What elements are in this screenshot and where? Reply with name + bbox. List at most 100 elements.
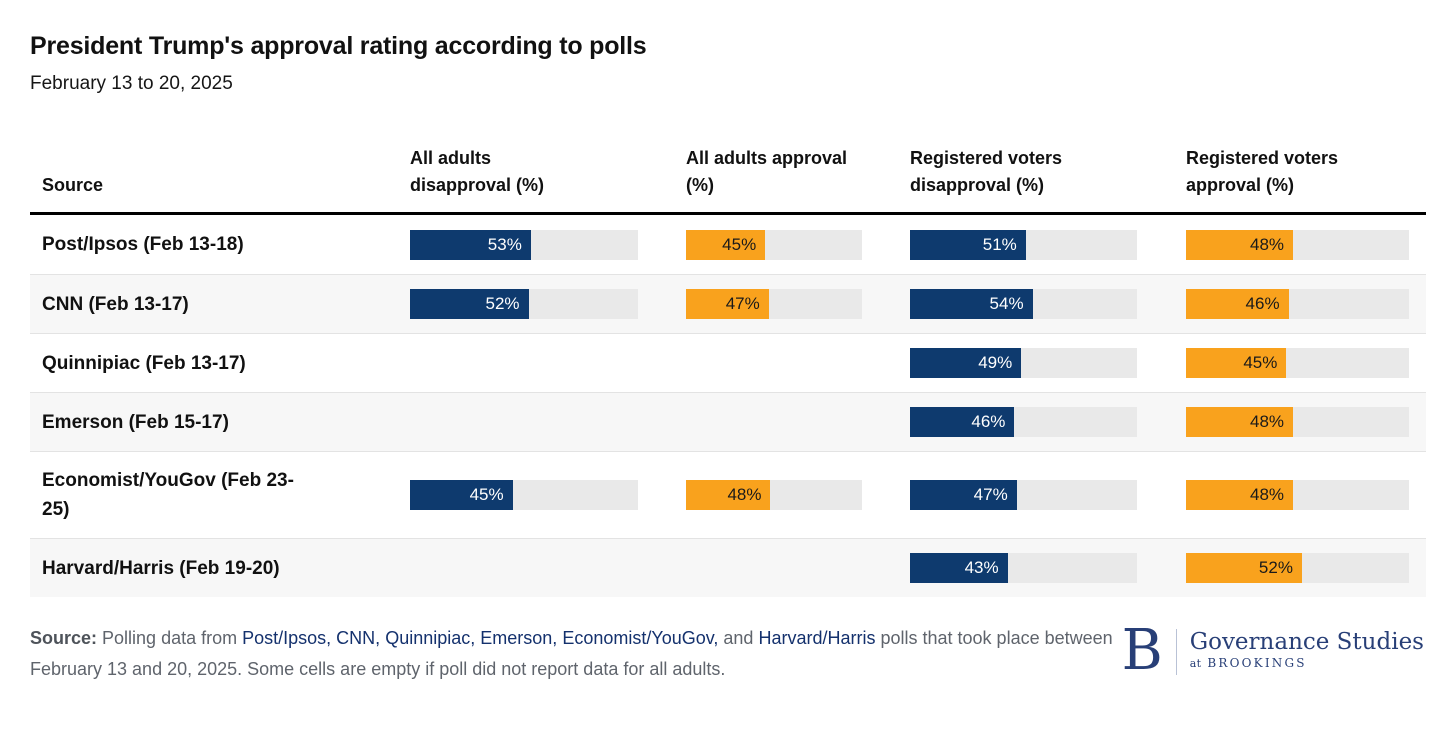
bar-track: 48% <box>686 480 862 510</box>
bar-value-label: 45% <box>1243 353 1278 372</box>
bar-track: 45% <box>686 229 862 260</box>
bar-track: 47% <box>910 480 1137 510</box>
bar-value-label: 46% <box>971 412 1006 431</box>
bar-fill: 45% <box>410 480 513 510</box>
polls-table: Source All adults disapproval (%) All ad… <box>30 145 1426 597</box>
source-link[interactable]: CNN, <box>336 628 381 648</box>
poll-source-label: Economist/YouGov (Feb 23-25) <box>42 470 294 520</box>
bar-cell: 46% <box>910 407 1186 437</box>
bar-value-label: 45% <box>722 234 757 254</box>
source-text: polls that took place between February 1… <box>30 628 1113 679</box>
bar-cell: 45% <box>1186 348 1426 378</box>
bar-value-label: 49% <box>978 353 1013 372</box>
source-text: and <box>718 628 759 648</box>
source-link[interactable]: Emerson, <box>480 628 558 648</box>
table-row: Economist/YouGov (Feb 23-25) 45% 48% 47% 48% <box>30 451 1426 538</box>
bar-fill: 51% <box>910 229 1026 260</box>
bar-cell: 45% <box>410 480 686 510</box>
bar-fill: 52% <box>410 289 529 319</box>
poll-source-cell: Quinnipiac (Feb 13-17) <box>42 335 410 392</box>
column-header-all-adults-disapproval: All adults disapproval (%) <box>410 148 545 195</box>
bar-fill: 48% <box>1186 229 1294 260</box>
poll-source-label: Harvard/Harris (Feb 19-20) <box>42 557 280 579</box>
bar-cell: 51% <box>910 229 1186 260</box>
bar-cell: 54% <box>910 289 1186 319</box>
table-row: CNN (Feb 13-17) 52% 47% 54% 46% <box>30 274 1426 333</box>
bar-track: 53% <box>410 229 638 260</box>
poll-source-label: Quinnipiac (Feb 13-17) <box>42 352 246 374</box>
logo-text: Governance Studies at BROOKINGS <box>1190 627 1424 670</box>
bar-cell: 49% <box>910 348 1186 378</box>
source-note: Source: Polling data from Post/Ipsos, CN… <box>30 623 1118 685</box>
source-link[interactable]: Economist/YouGov, <box>562 628 719 648</box>
column-header-source: Source <box>42 175 104 195</box>
bar-fill: 46% <box>1186 289 1289 319</box>
source-link[interactable]: Post/Ipsos, <box>242 628 332 648</box>
poll-source-cell: Post/Ipsos (Feb 13-18) <box>42 216 410 273</box>
bar-cell: 48% <box>686 480 910 510</box>
bar-fill: 48% <box>686 480 771 510</box>
column-header-registered-voters-disapproval: Registered voters disapproval (%) <box>910 148 1063 195</box>
page-title: President Trump's approval rating accord… <box>30 32 647 60</box>
table-header-row: Source All adults disapproval (%) All ad… <box>30 145 1426 215</box>
bar-fill: 45% <box>1186 348 1287 378</box>
source-link[interactable]: Quinnipiac, <box>385 628 476 648</box>
logo-divider <box>1175 629 1177 675</box>
bar-track: 46% <box>1186 289 1409 319</box>
bar-fill: 52% <box>1186 553 1302 583</box>
bar-track: 49% <box>910 348 1137 378</box>
bar-value-label: 52% <box>1258 558 1293 577</box>
bar-fill: 45% <box>686 229 766 260</box>
source-text: Polling data from <box>97 628 243 648</box>
bar-value-label: 48% <box>1250 234 1285 254</box>
bar-track: 48% <box>1186 480 1409 510</box>
bar-cell: 45% <box>686 229 910 260</box>
bar-track: 45% <box>1186 348 1409 378</box>
poll-source-label: Post/Ipsos (Feb 13-18) <box>42 234 244 255</box>
bar-track: 52% <box>410 289 638 319</box>
poll-source-cell: Economist/YouGov (Feb 23-25) <box>42 452 410 538</box>
bar-value-label: 54% <box>989 294 1024 313</box>
source-link[interactable]: Harvard/Harris <box>758 628 876 648</box>
brookings-logo: B Governance Studies at BROOKINGS <box>1121 618 1426 683</box>
bar-value-label: 51% <box>982 234 1017 254</box>
bar-track: 48% <box>1186 229 1409 260</box>
bar-value-label: 43% <box>964 558 999 577</box>
bar-fill: 43% <box>910 553 1008 583</box>
logo-program-name: Governance Studies <box>1189 629 1424 655</box>
bar-track: 46% <box>910 407 1137 437</box>
bar-fill: 48% <box>1186 480 1294 510</box>
bar-value-label: 47% <box>973 485 1008 504</box>
bar-track: 48% <box>1186 407 1409 437</box>
bar-fill: 47% <box>910 480 1017 510</box>
bar-value-label: 47% <box>725 294 760 313</box>
bar-fill: 49% <box>910 348 1022 378</box>
bar-track: 52% <box>1186 553 1409 583</box>
bar-cell: 53% <box>410 229 686 260</box>
source-label: Source: <box>30 628 98 648</box>
bar-cell: 48% <box>1186 229 1426 260</box>
bar-cell: 43% <box>910 553 1186 583</box>
bar-cell: 46% <box>1186 289 1426 319</box>
table-body: Post/Ipsos (Feb 13-18) 53% 45% 51% 48% CNN (F… <box>30 215 1426 597</box>
table-row: Harvard/Harris (Feb 19-20) 43% 52% <box>30 538 1426 597</box>
bar-value-label: 45% <box>469 485 504 504</box>
bar-track: 54% <box>910 289 1137 319</box>
bar-cell: 48% <box>1186 480 1426 510</box>
bar-fill: 48% <box>1186 407 1294 437</box>
bar-track: 45% <box>410 480 638 510</box>
table-row: Quinnipiac (Feb 13-17) 49% 45% <box>30 333 1426 392</box>
poll-source-label: Emerson (Feb 15-17) <box>42 411 229 433</box>
poll-source-cell: Emerson (Feb 15-17) <box>42 394 410 451</box>
bar-cell: 47% <box>686 289 910 319</box>
bar-fill: 53% <box>410 229 531 260</box>
footer: Source: Polling data from Post/Ipsos, CN… <box>30 623 1426 685</box>
bar-value-label: 52% <box>485 294 520 313</box>
bar-cell: 52% <box>1186 553 1426 583</box>
bar-value-label: 48% <box>727 485 762 504</box>
brookings-b-logo-icon: B <box>1121 618 1163 683</box>
bar-cell: 47% <box>910 480 1186 510</box>
column-header-all-adults-approval: All adults approval (%) <box>686 148 848 195</box>
bar-fill: 47% <box>686 289 769 319</box>
